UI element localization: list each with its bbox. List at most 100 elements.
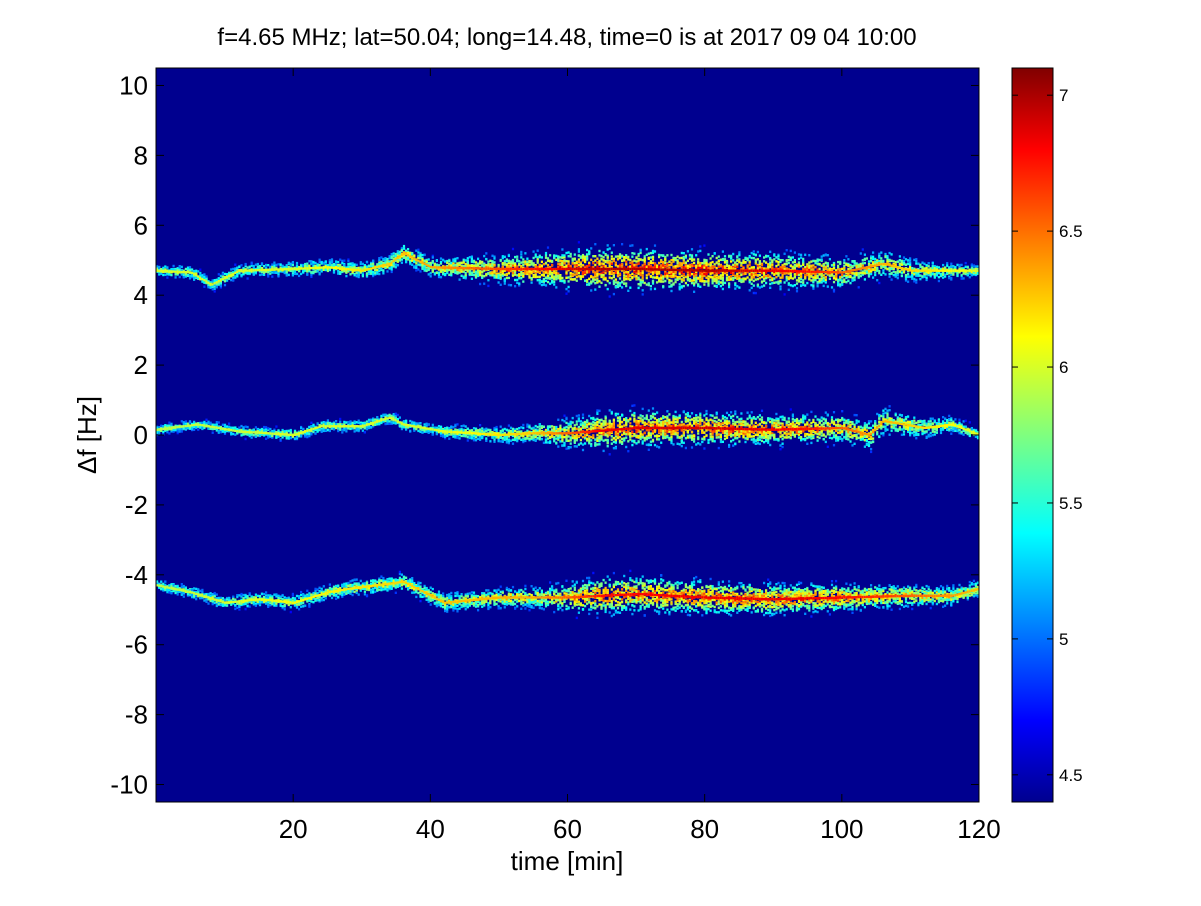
heatmap-cell <box>489 272 492 275</box>
heatmap-cell <box>304 265 307 268</box>
heatmap-cell <box>779 268 782 271</box>
heatmap-cell <box>639 266 642 269</box>
heatmap-cell <box>293 267 297 271</box>
heatmap-cell <box>380 260 383 264</box>
heatmap-cell <box>526 272 529 276</box>
heatmap-cell <box>758 254 761 257</box>
heatmap-cell <box>415 266 418 269</box>
heatmap-cell <box>699 266 702 269</box>
heatmap-cell <box>600 262 603 265</box>
heatmap-cell <box>738 269 741 272</box>
heatmap-cell <box>946 270 949 274</box>
heatmap-cell <box>707 263 710 266</box>
heatmap-cell <box>870 265 873 268</box>
heatmap-cell <box>647 273 650 276</box>
heatmap-cell <box>775 272 778 275</box>
heatmap-cell <box>818 262 821 266</box>
heatmap-cell <box>557 274 560 277</box>
heatmap-cell <box>639 251 642 255</box>
heatmap-cell <box>310 273 313 276</box>
heatmap-cell <box>647 282 650 285</box>
heatmap-cell <box>750 251 753 255</box>
heatmap-cell <box>851 260 854 263</box>
heatmap-cell <box>909 258 912 262</box>
heatmap-cell <box>814 276 817 280</box>
heatmap-cell <box>468 256 471 259</box>
heatmap-cell <box>892 273 895 277</box>
heatmap-cell <box>937 276 940 279</box>
heatmap-cell <box>732 278 735 282</box>
heatmap-cell <box>318 264 321 267</box>
heatmap-cell <box>672 273 675 276</box>
heatmap-cell <box>734 283 737 287</box>
heatmap-cell <box>454 266 457 269</box>
heatmap-cell <box>623 256 626 259</box>
heatmap-cell <box>870 255 873 258</box>
heatmap-cell <box>433 264 436 268</box>
heatmap-cell <box>501 269 504 272</box>
heatmap-cell <box>734 263 737 266</box>
heatmap-cell <box>532 270 535 273</box>
heatmap-cell <box>402 244 406 248</box>
heatmap-cell <box>752 273 755 276</box>
heatmap-cell <box>493 261 496 264</box>
heatmap-cell <box>742 273 745 276</box>
heatmap-cell <box>244 264 247 268</box>
heatmap-cell <box>191 428 194 432</box>
heatmap-cell <box>637 286 640 290</box>
heatmap-cell <box>193 278 196 281</box>
heatmap-cell <box>923 272 926 275</box>
heatmap-cell <box>374 271 377 275</box>
heatmap-cell <box>929 269 932 272</box>
heatmap-cell <box>567 267 570 271</box>
heatmap-cell <box>789 258 792 261</box>
heatmap-cell <box>425 260 428 263</box>
heatmap-cell <box>923 269 926 272</box>
heatmap-cell <box>263 265 266 268</box>
heatmap-cell <box>544 276 548 279</box>
heatmap-cell <box>236 432 239 435</box>
heatmap-cell <box>699 269 702 272</box>
heatmap-cell <box>439 260 443 264</box>
heatmap-cell <box>816 285 819 288</box>
heatmap-cell <box>174 273 177 276</box>
heatmap-cell <box>861 267 864 270</box>
heatmap-cell <box>625 254 628 257</box>
heatmap-cell <box>456 257 459 260</box>
heatmap-cell <box>697 267 700 270</box>
heatmap-cell <box>530 278 533 281</box>
heatmap-cell <box>487 284 490 288</box>
heatmap-cell <box>569 267 572 271</box>
heatmap-cell <box>604 264 607 268</box>
heatmap-cell <box>763 273 766 276</box>
heatmap-cell <box>693 264 696 268</box>
heatmap-cell <box>890 265 893 269</box>
heatmap-cell <box>872 261 875 264</box>
heatmap-cell <box>631 262 634 266</box>
heatmap-cell <box>682 261 685 265</box>
heatmap-cell <box>649 285 652 288</box>
heatmap-cell <box>806 267 809 270</box>
heatmap-cell <box>697 277 700 280</box>
heatmap-cell <box>199 276 202 279</box>
heatmap-cell <box>252 264 255 268</box>
heatmap-cell <box>324 263 327 266</box>
heatmap-cell <box>641 293 644 296</box>
heatmap-cell <box>462 261 465 264</box>
heatmap-cell <box>561 262 564 265</box>
heatmap-cell <box>503 282 506 285</box>
heatmap-cell <box>188 274 192 278</box>
heatmap-cell <box>870 272 873 276</box>
heatmap-cell <box>390 268 393 271</box>
heatmap-cell <box>808 254 811 257</box>
heatmap-cell <box>810 266 813 269</box>
heatmap-cell <box>164 429 167 432</box>
heatmap-cell <box>660 277 663 281</box>
heatmap-cell <box>744 261 747 264</box>
heatmap-cell <box>818 267 821 271</box>
heatmap-cell <box>715 276 718 279</box>
heatmap-cell <box>791 284 794 288</box>
heatmap-cell <box>721 274 724 277</box>
heatmap-cell <box>695 270 698 274</box>
heatmap-cell <box>627 289 630 292</box>
